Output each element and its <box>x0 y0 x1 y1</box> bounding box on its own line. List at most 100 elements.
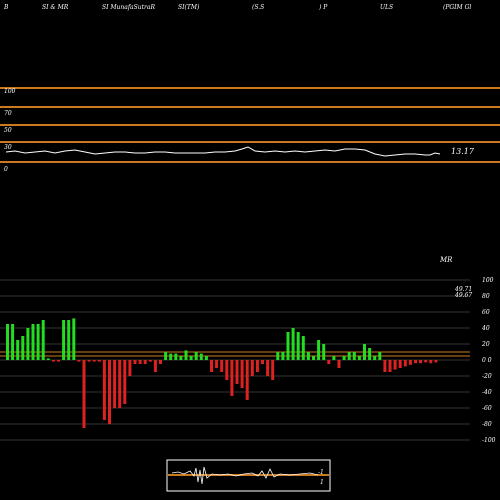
mrsi-bar <box>77 360 81 362</box>
mrsi-axis-label-0: 0 0 <box>482 357 492 364</box>
mrsi-bar <box>123 360 127 404</box>
mrsi-bar <box>113 360 117 408</box>
mrsi-bar <box>82 360 86 428</box>
mrsi-bar <box>215 360 219 368</box>
mrsi-axis-label-60: 60 <box>482 309 490 316</box>
mrsi-bar <box>62 320 66 360</box>
mrsi-bar <box>276 352 280 360</box>
mrsi-bar <box>97 360 101 362</box>
mrsi-bar <box>378 352 382 360</box>
mrsi-value-1: 49.71 <box>455 286 473 293</box>
mrsi-bar <box>189 356 193 360</box>
mrsi-bar <box>388 360 392 372</box>
mrsi-bar <box>21 336 25 360</box>
rsi-panel <box>0 87 500 163</box>
mrsi-bar <box>322 344 326 360</box>
header-item-7: ULS <box>380 4 394 11</box>
mrsi-bar <box>235 360 239 384</box>
mrsi-axis-label-n100: -100 <box>482 437 496 444</box>
rsi-label-70: 70 <box>4 110 12 117</box>
mrsi-bar <box>398 360 402 368</box>
mrsi-bar <box>271 360 275 380</box>
mini-panel <box>166 459 331 492</box>
mrsi-bar <box>184 350 188 360</box>
mrsi-bar <box>342 356 346 360</box>
mrsi-bar <box>169 353 173 360</box>
mrsi-bar <box>414 360 417 364</box>
mrsi-bar <box>194 352 198 360</box>
mini-signal-line <box>171 466 319 485</box>
mrsi-panel <box>0 279 470 441</box>
mrsi-bar <box>138 360 142 364</box>
mrsi-bar <box>174 353 178 360</box>
mrsi-bar <box>92 360 96 362</box>
rsi-label-100: 100 <box>4 88 16 95</box>
rsi-label-30: 30 <box>4 144 12 151</box>
mrsi-axis-label-80: 80 <box>482 293 490 300</box>
rsi-label-0: 0 <box>4 166 8 173</box>
mrsi-bar <box>250 360 254 376</box>
mrsi-bar <box>225 360 229 380</box>
mrsi-bar <box>332 356 336 360</box>
mrsi-bar <box>26 328 30 360</box>
mrsi-axis-label-n80: -80 <box>482 421 492 428</box>
mrsi-bar <box>16 340 20 360</box>
mrsi-value-2: 49.67 <box>455 292 473 299</box>
mrsi-bar <box>133 360 137 364</box>
mrsi-bar <box>383 360 387 372</box>
mrsi-bar <box>6 324 9 360</box>
header-item-2: SI & MR <box>42 4 69 11</box>
mrsi-bar <box>179 356 183 360</box>
rsi-line <box>5 146 441 157</box>
rsi-current-value: 13.17 <box>451 147 474 156</box>
mrsi-bar <box>373 356 377 360</box>
mrsi-bar <box>301 336 305 360</box>
mrsi-bar <box>337 360 341 368</box>
mrsi-axis-label-n60: -60 <box>482 405 492 412</box>
mrsi-bar <box>281 352 285 360</box>
mrsi-bar <box>164 352 168 360</box>
mrsi-bar <box>266 360 270 376</box>
mrsi-bar <box>424 360 428 363</box>
mrsi-bar <box>57 360 60 362</box>
mrsi-bar <box>128 360 132 376</box>
mrsi-bar <box>245 360 249 400</box>
mrsi-bar <box>306 352 310 360</box>
mrsi-bar <box>210 360 213 372</box>
mrsi-bar <box>363 344 366 360</box>
header-item-6: ) P <box>319 4 328 11</box>
mrsi-bar <box>312 356 315 360</box>
mrsi-bar <box>11 324 15 360</box>
mrsi-bar <box>143 360 147 364</box>
mrsi-axis-label-n20: -20 <box>482 373 492 380</box>
mrsi-axis-label-n40: -40 <box>482 389 492 396</box>
mrsi-bar <box>204 356 208 360</box>
mrsi-bar <box>153 360 157 372</box>
mrsi-bar <box>51 360 55 362</box>
mrsi-title: MR <box>440 256 453 264</box>
mrsi-bar <box>46 358 50 360</box>
mrsi-bar <box>408 360 412 365</box>
mrsi-bar <box>255 360 259 372</box>
header-item-8: (PGIM Gl <box>443 4 472 11</box>
mrsi-bar <box>317 340 321 360</box>
mrsi-bar <box>286 332 290 360</box>
mrsi-bars <box>6 318 438 428</box>
mrsi-bar <box>357 356 361 360</box>
mrsi-bar <box>352 352 356 360</box>
mrsi-bar <box>230 360 234 396</box>
mrsi-bar <box>393 360 397 370</box>
mrsi-bar <box>291 328 295 360</box>
header-item-4: SI(TM) <box>178 4 200 11</box>
mrsi-axis-label-40: 40 <box>482 325 490 332</box>
mrsi-bar <box>36 324 40 360</box>
mrsi-bar <box>31 324 35 360</box>
mrsi-bar <box>118 360 122 408</box>
header-item-1: B <box>4 4 9 11</box>
mrsi-bar <box>429 360 433 364</box>
mini-label-top: -1 <box>318 469 324 476</box>
mrsi-bar <box>403 360 407 367</box>
mrsi-axis-label-100: 100 <box>482 277 494 284</box>
header-item-5: (S.S <box>252 4 265 11</box>
